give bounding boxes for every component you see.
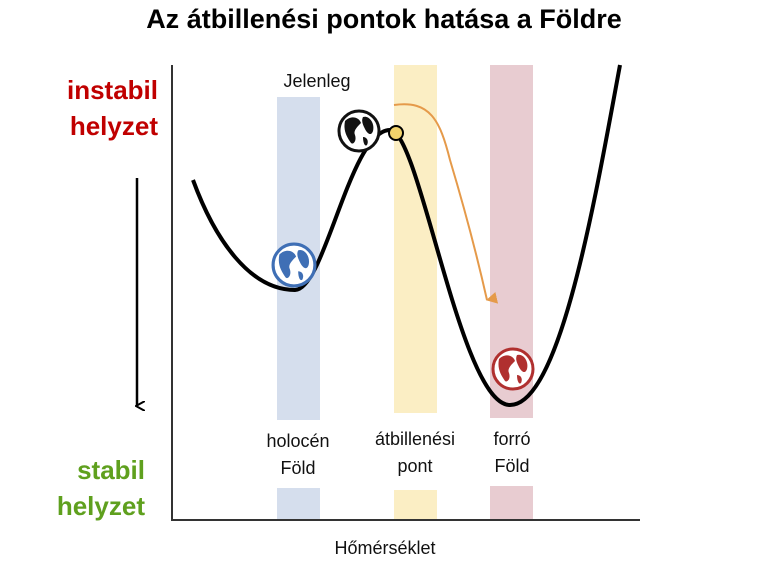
current-globe-icon	[337, 109, 381, 153]
holocene-band-bottom	[277, 488, 320, 520]
hot-band-bottom	[490, 486, 533, 520]
tipping-label-line1: átbillenési	[374, 429, 456, 449]
tipping-arrow	[393, 103, 499, 304]
diagram-title: Az átbillenési pontok hatása a Földre	[146, 4, 622, 34]
tipping-label-line2: pont	[397, 456, 433, 476]
tipping-band	[394, 65, 437, 413]
stability-landscape-curve	[191, 64, 622, 408]
unstable-label: instabil helyzet	[40, 72, 158, 144]
holocene-label: holocén Föld	[238, 428, 358, 482]
holocene-globe-icon	[271, 242, 317, 288]
holocene-label-line2: Föld	[280, 458, 316, 478]
current-label: Jelenleg	[262, 68, 372, 95]
unstable-label-line1: instabil	[66, 75, 158, 105]
tipping-point-label: átbillenési pont	[355, 426, 475, 480]
hot-label-line1: forró	[493, 429, 531, 449]
stable-label-line1: stabil	[77, 455, 145, 485]
hot-globe-icon	[491, 347, 535, 391]
x-axis-label: Hőmérséklet	[334, 538, 436, 558]
hot-earth-label: forró Föld	[452, 426, 572, 480]
tipping-band-bottom	[394, 490, 437, 520]
unstable-label-line2: helyzet	[69, 111, 158, 141]
tipping-point-dot	[388, 125, 404, 141]
stable-label: stabil helyzet	[40, 452, 145, 524]
holocene-label-line1: holocén	[266, 431, 330, 451]
hot-label-line2: Föld	[494, 456, 530, 476]
stable-label-line2: helyzet	[56, 491, 145, 521]
